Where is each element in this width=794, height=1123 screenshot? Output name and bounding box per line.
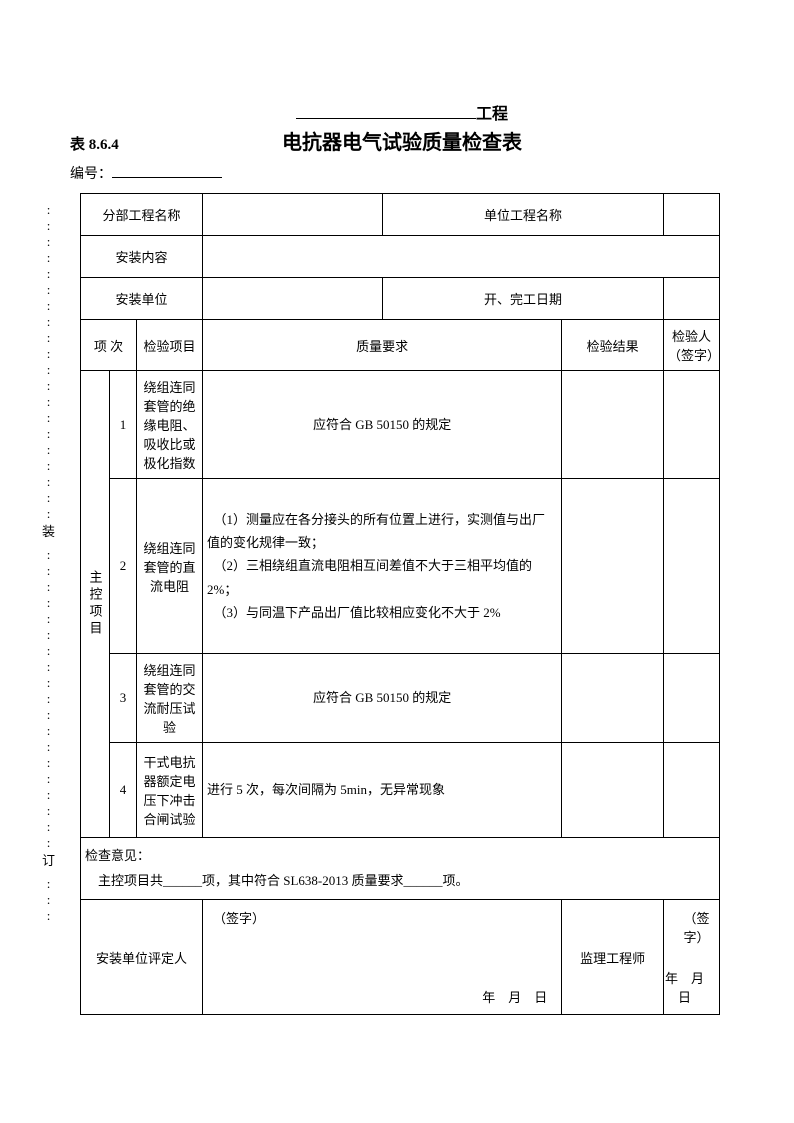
opinion-title: 检查意见： <box>85 848 150 863</box>
col-header-quality: 质量要求 <box>203 320 562 371</box>
label-install-unit: 安装单位 <box>81 278 203 320</box>
label-dates: 开、完工日期 <box>383 278 664 320</box>
inspection-table: 分部工程名称 单位工程名称 安装内容 安装单位 开、完工日期 项 次 检验项目 … <box>80 193 720 1015</box>
item-req-4: 进行 5 次，每次间隔为 5min，无异常现象 <box>203 743 562 838</box>
project-header: 工程 <box>70 100 734 124</box>
item-name-1: 绕组连同套管的绝缘电阻、吸收比或极化指数 <box>137 371 203 479</box>
binding-char-2: 订 <box>42 851 55 872</box>
item-num-1: 1 <box>110 371 137 479</box>
label-unitproject: 单位工程名称 <box>383 194 664 236</box>
col-header-inspector: 检验人（签字） <box>664 320 720 371</box>
item-name-2: 绕组连同套管的直流电阻 <box>137 479 203 654</box>
item-name-3: 绕组连同套管的交流耐压试验 <box>137 654 203 743</box>
sign-label-1: （签字） <box>213 908 265 927</box>
opinion-line: 主控项目共______项，其中符合 SL638-2013 质量要求______项… <box>98 873 469 888</box>
label-subproject: 分部工程名称 <box>81 194 203 236</box>
table-number: 表 8.6.4 <box>70 133 175 154</box>
col-header-result: 检验结果 <box>562 320 664 371</box>
installer-label: 安装单位评定人 <box>81 900 203 1015</box>
main-control-label: 主控项目 <box>81 371 110 838</box>
opinion-cell: 检查意见： 主控项目共______项，其中符合 SL638-2013 质量要求_… <box>81 838 720 900</box>
date-label-2: 年 月 日 <box>664 968 705 1006</box>
supervisor-signature-cell: （签字） 年 月 日 <box>663 900 719 1015</box>
item-req-1: 应符合 GB 50150 的规定 <box>203 371 562 479</box>
project-suffix: 工程 <box>476 106 508 123</box>
main-title: 电抗器电气试验质量检查表 <box>175 126 629 155</box>
binding-char-1: 装 <box>42 522 55 543</box>
col-header-item: 项 次 <box>81 320 137 371</box>
item-num-4: 4 <box>110 743 137 838</box>
date-label-1: 年 月 日 <box>482 987 547 1006</box>
installer-signature-cell: （签字） 年 月 日 <box>203 900 562 1015</box>
item-req-3: 应符合 GB 50150 的规定 <box>203 654 562 743</box>
col-header-check: 检验项目 <box>137 320 203 371</box>
item-name-4: 干式电抗器额定电压下冲击合闸试验 <box>137 743 203 838</box>
binding-margin: :::: :::: :::: :::: :::: 装 :::: :::: :::… <box>42 200 55 922</box>
item-num-2: 2 <box>110 479 137 654</box>
supervisor-label: 监理工程师 <box>562 900 664 1015</box>
serial-label: 编号： <box>70 167 112 182</box>
item-req-2: （1）测量应在各分接头的所有位置上进行，实测值与出厂值的变化规律一致； （2）三… <box>203 479 562 654</box>
serial-line: 编号： <box>70 163 734 183</box>
item-num-3: 3 <box>110 654 137 743</box>
label-install-content: 安装内容 <box>81 236 203 278</box>
sign-label-2: （签字） <box>674 908 719 946</box>
